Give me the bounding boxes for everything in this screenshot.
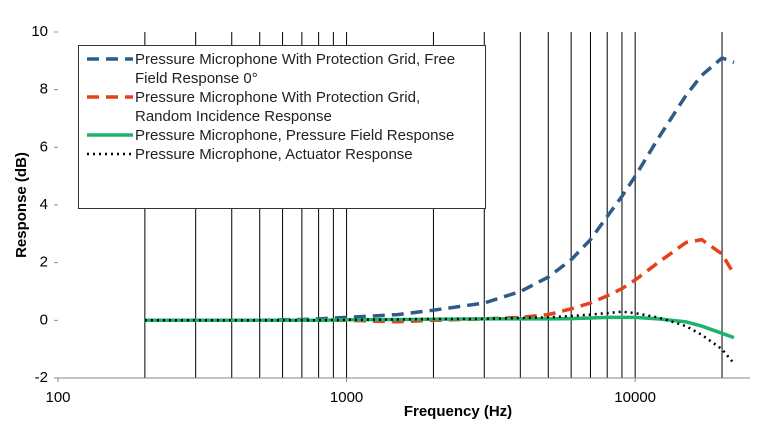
legend: Pressure Microphone With Protection Grid… bbox=[78, 45, 486, 209]
y-tick-label: -2 bbox=[35, 369, 48, 386]
legend-entry: Pressure Microphone, Pressure Field Resp… bbox=[85, 126, 479, 145]
legend-label: Pressure Microphone, Actuator Response bbox=[135, 146, 413, 163]
legend-label: Pressure Microphone With Protection Grid… bbox=[135, 51, 456, 87]
legend-entry: Pressure Microphone With Protection Grid… bbox=[85, 50, 479, 88]
x-tick-label: 1000 bbox=[330, 389, 363, 406]
y-axis-title: Response (dB) bbox=[13, 152, 30, 258]
y-tick-label: 8 bbox=[40, 81, 48, 98]
legend-entry: Pressure Microphone With Protection Grid… bbox=[85, 88, 479, 126]
y-tick-label: 6 bbox=[40, 138, 48, 155]
x-tick-label: 10000 bbox=[614, 389, 656, 406]
legend-swatch bbox=[87, 152, 133, 156]
y-tick-label: 0 bbox=[40, 311, 48, 328]
series-line bbox=[144, 237, 736, 324]
y-tick-label: 4 bbox=[40, 196, 48, 213]
legend-swatch bbox=[87, 133, 133, 137]
legend-label: Pressure Microphone, Pressure Field Resp… bbox=[135, 127, 455, 144]
x-tick-label: 100 bbox=[45, 389, 70, 406]
x-axis-title: Frequency (Hz) bbox=[404, 403, 512, 420]
legend-swatch bbox=[87, 95, 133, 99]
legend-label: Pressure Microphone With Protection Grid… bbox=[135, 89, 421, 125]
y-tick-label: 10 bbox=[31, 23, 48, 40]
y-tick-label: 2 bbox=[40, 254, 48, 271]
series-line bbox=[144, 315, 735, 340]
legend-entry: Pressure Microphone, Actuator Response bbox=[85, 145, 479, 164]
legend-swatch bbox=[87, 57, 133, 61]
series-line bbox=[144, 310, 735, 365]
